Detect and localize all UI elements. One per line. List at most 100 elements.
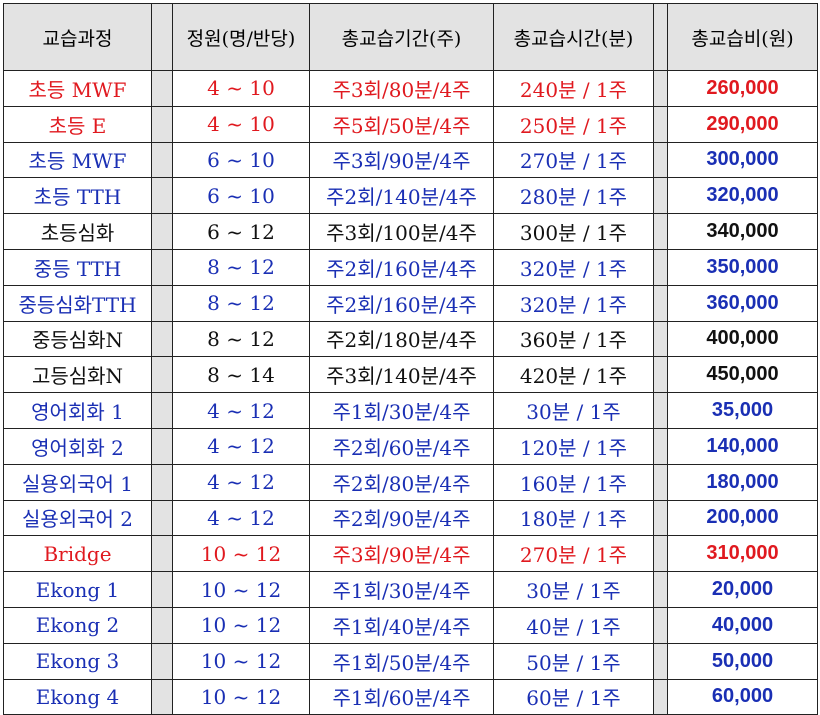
cell-capacity: 6 ~ 10 — [172, 177, 310, 215]
cell-fee: 260,000 — [667, 70, 818, 107]
cell-hours: 30분 / 1주 — [493, 571, 654, 608]
cell-hours: 40분 / 1주 — [493, 606, 654, 644]
cell-course: 중등심화TTH — [3, 284, 152, 322]
cell-spacer — [151, 678, 173, 715]
cell-period: 주3회/90분/4주 — [309, 535, 494, 573]
cell-capacity: 6 ~ 10 — [172, 141, 310, 179]
cell-period: 주5회/50분/4주 — [309, 105, 494, 143]
header-capacity: 정원(명/반당) — [172, 3, 310, 71]
cell-spacer — [653, 678, 668, 715]
cell-course: 고등심화N — [3, 356, 152, 394]
cell-fee: 200,000 — [667, 499, 818, 537]
cell-hours: 240분 / 1주 — [493, 70, 654, 107]
cell-period: 주1회/40분/4주 — [309, 606, 494, 644]
cell-capacity: 10 ~ 12 — [172, 606, 310, 644]
cell-course: 영어회화 2 — [3, 427, 152, 465]
cell-capacity: 4 ~ 10 — [172, 105, 310, 143]
table-row: 실용외국어 2 4 ~ 12 주2회/90분/4주 180분 / 1주 200,000 — [3, 499, 818, 537]
cell-spacer — [653, 642, 668, 680]
cell-course: Ekong 1 — [3, 571, 152, 608]
cell-period: 주3회/90분/4주 — [309, 141, 494, 179]
cell-period: 주2회/160분/4주 — [309, 248, 494, 286]
cell-spacer — [151, 177, 173, 215]
cell-hours: 270분 / 1주 — [493, 535, 654, 573]
table-row: 영어회화 2 4 ~ 12 주2회/60분/4주 120분 / 1주 140,000 — [3, 427, 818, 465]
cell-period: 주2회/60분/4주 — [309, 427, 494, 465]
cell-capacity: 10 ~ 12 — [172, 571, 310, 608]
cell-spacer — [653, 141, 668, 179]
cell-spacer — [151, 356, 173, 394]
cell-hours: 420분 / 1주 — [493, 356, 654, 394]
cell-hours: 250분 / 1주 — [493, 105, 654, 143]
cell-capacity: 10 ~ 12 — [172, 642, 310, 680]
table-row: 초등 MWF 4 ~ 10 주3회/80분/4주 240분 / 1주 260,000 — [3, 70, 818, 107]
cell-hours: 50분 / 1주 — [493, 642, 654, 680]
cell-spacer — [653, 70, 668, 107]
cell-course: Ekong 4 — [3, 678, 152, 715]
table-row: 초등심화 6 ~ 12 주3회/100분/4주 300분 / 1주 340,000 — [3, 213, 818, 250]
cell-fee: 20,000 — [667, 571, 818, 608]
cell-period: 주2회/90분/4주 — [309, 499, 494, 537]
cell-spacer — [151, 427, 173, 465]
cell-spacer — [653, 105, 668, 143]
cell-hours: 360분 / 1주 — [493, 320, 654, 358]
cell-period: 주3회/100분/4주 — [309, 213, 494, 250]
header-spacer — [653, 3, 668, 71]
cell-period: 주2회/80분/4주 — [309, 463, 494, 501]
cell-fee: 300,000 — [667, 141, 818, 179]
cell-fee: 35,000 — [667, 392, 818, 429]
cell-spacer — [653, 571, 668, 608]
cell-spacer — [151, 606, 173, 644]
cell-course: 초등 E — [3, 105, 152, 143]
cell-fee: 360,000 — [667, 284, 818, 322]
cell-spacer — [151, 248, 173, 286]
header-course: 교습과정 — [3, 3, 152, 71]
cell-spacer — [653, 177, 668, 215]
cell-fee: 320,000 — [667, 177, 818, 215]
cell-spacer — [653, 427, 668, 465]
cell-course: 실용외국어 1 — [3, 463, 152, 501]
cell-capacity: 4 ~ 12 — [172, 392, 310, 429]
cell-course: 초등 MWF — [3, 141, 152, 179]
cell-period: 주2회/180분/4주 — [309, 320, 494, 358]
table-row: 초등 TTH 6 ~ 10 주2회/140분/4주 280분 / 1주 320,000 — [3, 177, 818, 215]
cell-spacer — [653, 606, 668, 644]
cell-hours: 280분 / 1주 — [493, 177, 654, 215]
cell-spacer — [151, 70, 173, 107]
cell-capacity: 4 ~ 12 — [172, 427, 310, 465]
table-row: 중등심화N 8 ~ 12 주2회/180분/4주 360분 / 1주 400,000 — [3, 320, 818, 358]
cell-capacity: 10 ~ 12 — [172, 678, 310, 715]
cell-course: Bridge — [3, 535, 152, 573]
tuition-table: 교습과정 정원(명/반당) 총교습기간(주) 총교습시간(분) 총교습비(원) … — [3, 3, 818, 715]
table-row: Ekong 1 10 ~ 12 주1회/30분/4주 30분 / 1주 20,000 — [3, 571, 818, 608]
cell-spacer — [151, 213, 173, 250]
cell-spacer — [653, 356, 668, 394]
cell-spacer — [653, 463, 668, 501]
cell-fee: 290,000 — [667, 105, 818, 143]
cell-hours: 60분 / 1주 — [493, 678, 654, 715]
table-header: 교습과정 정원(명/반당) 총교습기간(주) 총교습시간(분) 총교습비(원) — [3, 3, 818, 71]
cell-course: 초등심화 — [3, 213, 152, 250]
cell-capacity: 8 ~ 12 — [172, 320, 310, 358]
header-spacer — [151, 3, 173, 71]
cell-hours: 120분 / 1주 — [493, 427, 654, 465]
table-row: 초등 MWF 6 ~ 10 주3회/90분/4주 270분 / 1주 300,000 — [3, 141, 818, 179]
cell-capacity: 8 ~ 12 — [172, 284, 310, 322]
table-row: 고등심화N 8 ~ 14 주3회/140분/4주 420분 / 1주 450,000 — [3, 356, 818, 394]
cell-spacer — [151, 141, 173, 179]
cell-hours: 300분 / 1주 — [493, 213, 654, 250]
cell-period: 주1회/60분/4주 — [309, 678, 494, 715]
cell-capacity: 6 ~ 12 — [172, 213, 310, 250]
table-row: 영어회화 1 4 ~ 12 주1회/30분/4주 30분 / 1주 35,000 — [3, 392, 818, 429]
header-row: 교습과정 정원(명/반당) 총교습기간(주) 총교습시간(분) 총교습비(원) — [3, 3, 818, 71]
cell-period: 주1회/50분/4주 — [309, 642, 494, 680]
cell-spacer — [151, 571, 173, 608]
cell-fee: 400,000 — [667, 320, 818, 358]
cell-capacity: 4 ~ 12 — [172, 463, 310, 501]
header-hours: 총교습시간(분) — [493, 3, 654, 71]
cell-course: 초등 MWF — [3, 70, 152, 107]
cell-course: Ekong 3 — [3, 642, 152, 680]
cell-fee: 50,000 — [667, 642, 818, 680]
cell-hours: 180분 / 1주 — [493, 499, 654, 537]
cell-capacity: 8 ~ 12 — [172, 248, 310, 286]
